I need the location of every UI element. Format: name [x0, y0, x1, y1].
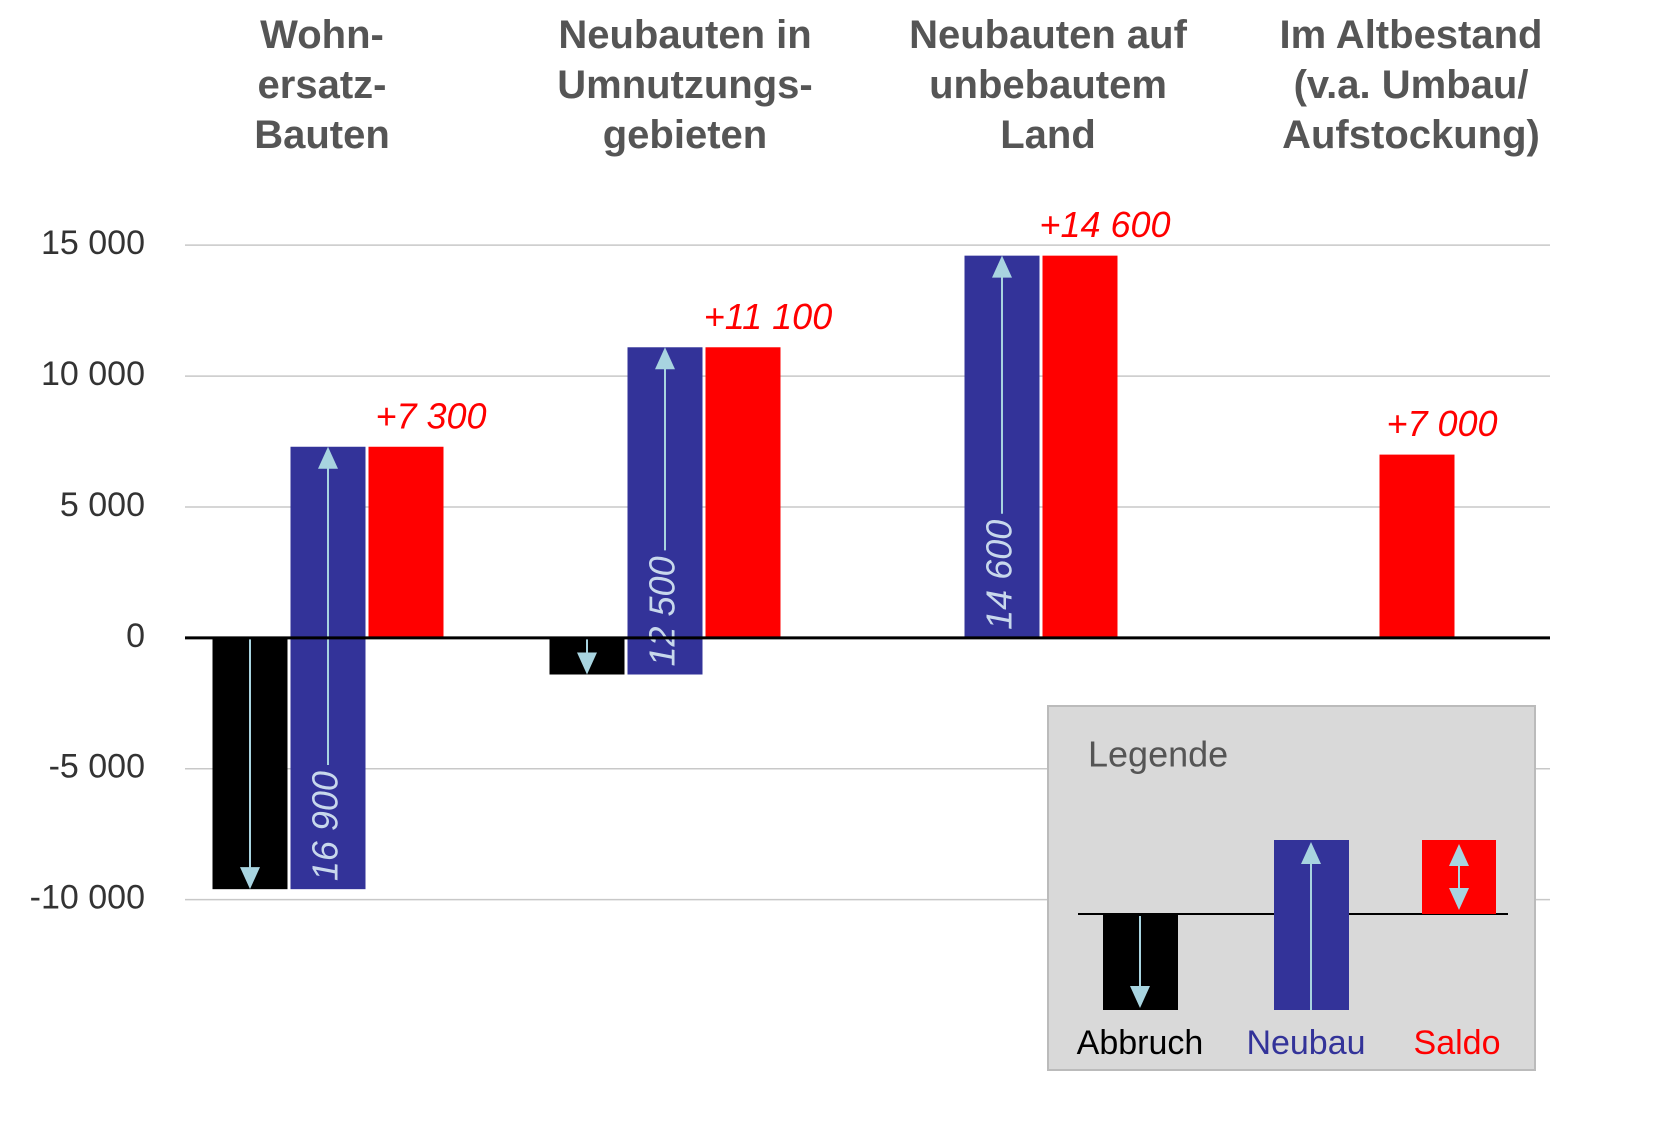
arrow-head [240, 867, 260, 890]
legend-label: Neubau [1246, 1024, 1365, 1062]
neubau-label: 14 600 [979, 520, 1020, 630]
y-tick-label: 10 000 [41, 355, 145, 393]
legend-title: Legende [1088, 734, 1228, 775]
arrow-head [1449, 844, 1469, 866]
saldo-label: +14 600 [1039, 204, 1170, 245]
bar-saldo [705, 347, 781, 638]
y-tick-label: 0 [126, 617, 145, 655]
bar-saldo [1379, 454, 1455, 638]
category-label: Im Altbestand (v.a. Umbau/ Aufstockung) [1279, 13, 1543, 157]
y-tick-label: 15 000 [41, 224, 145, 262]
saldo-label: +7 300 [375, 395, 486, 436]
neubau-label: 16 900 [305, 771, 346, 881]
bar-saldo [1042, 255, 1118, 638]
arrow-head [318, 446, 338, 469]
arrow-head [992, 255, 1012, 278]
saldo-label: +11 100 [704, 296, 832, 337]
bar-saldo [368, 446, 444, 638]
neubau-label: 12 500 [642, 556, 683, 666]
arrow-head [1130, 986, 1150, 1008]
category-label: Neubauten auf unbebautem Land [909, 13, 1187, 157]
arrow-head [1449, 888, 1469, 910]
arrow-head [1301, 842, 1321, 864]
legend-label: Saldo [1414, 1024, 1501, 1062]
y-tick-label: -5 000 [49, 748, 145, 786]
arrow-head [577, 652, 597, 675]
legend-label: Abbruch [1077, 1024, 1204, 1062]
legend: Legende Abbruch Neubau Saldo [1047, 705, 1536, 1071]
arrow-head [655, 347, 675, 370]
y-tick-label: -10 000 [30, 879, 145, 917]
category-label: Wohn- ersatz- Bauten [254, 13, 390, 157]
category-label: Neubauten in Umnutzungs- gebieten [557, 13, 813, 157]
saldo-label: +7 000 [1386, 403, 1497, 444]
y-tick-label: 5 000 [60, 486, 145, 524]
